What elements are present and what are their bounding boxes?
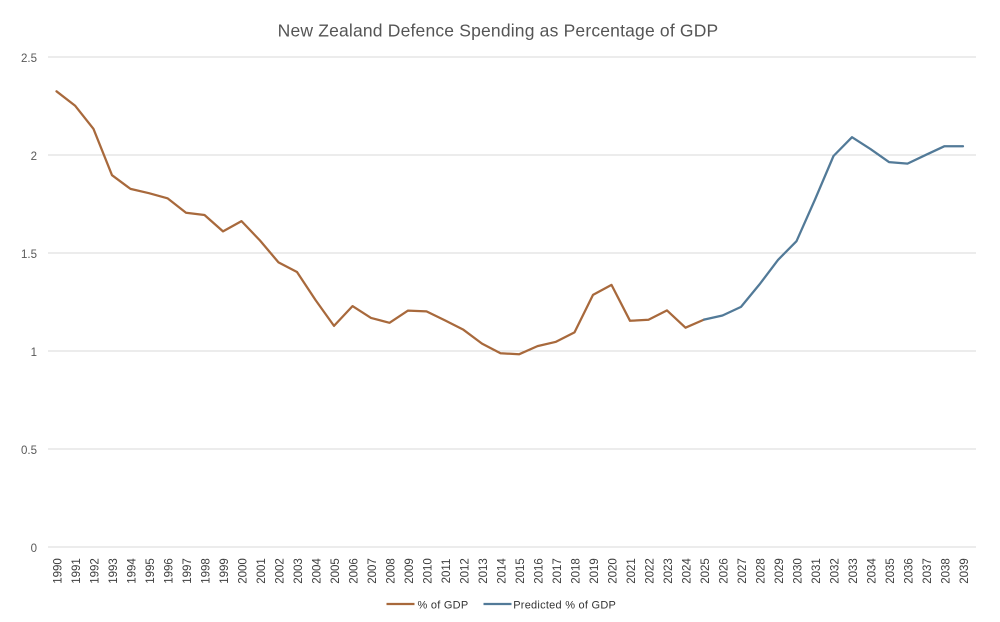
svg-text:2027: 2027 — [737, 558, 749, 584]
svg-text:1: 1 — [31, 347, 37, 359]
svg-text:2000: 2000 — [238, 558, 250, 584]
svg-text:2009: 2009 — [404, 558, 416, 584]
svg-text:2025: 2025 — [700, 558, 712, 584]
svg-text:2002: 2002 — [275, 558, 287, 584]
svg-text:2010: 2010 — [423, 558, 435, 584]
svg-text:2031: 2031 — [811, 558, 823, 584]
svg-text:1998: 1998 — [201, 558, 213, 584]
svg-text:1992: 1992 — [90, 558, 102, 584]
svg-text:2035: 2035 — [885, 558, 897, 584]
svg-text:2006: 2006 — [349, 558, 361, 584]
svg-text:2012: 2012 — [460, 558, 472, 584]
svg-text:2003: 2003 — [293, 558, 305, 584]
svg-text:2034: 2034 — [867, 558, 879, 584]
svg-text:2011: 2011 — [441, 559, 453, 584]
svg-text:2038: 2038 — [941, 558, 953, 584]
svg-text:1996: 1996 — [164, 558, 176, 584]
svg-text:2001: 2001 — [256, 558, 268, 584]
svg-text:1995: 1995 — [145, 558, 157, 584]
svg-text:0: 0 — [31, 543, 37, 555]
svg-text:2007: 2007 — [367, 558, 379, 584]
svg-text:2008: 2008 — [386, 558, 398, 584]
svg-text:% of GDP: % of GDP — [418, 599, 469, 611]
svg-text:1999: 1999 — [219, 558, 231, 584]
svg-text:2014: 2014 — [497, 558, 509, 584]
svg-text:2028: 2028 — [756, 558, 768, 584]
svg-text:2026: 2026 — [719, 558, 731, 584]
svg-text:2: 2 — [31, 151, 37, 163]
svg-text:2016: 2016 — [534, 558, 546, 584]
svg-text:1993: 1993 — [108, 558, 120, 584]
svg-text:2.5: 2.5 — [21, 53, 37, 65]
svg-text:2023: 2023 — [663, 558, 675, 584]
svg-text:2005: 2005 — [330, 558, 342, 584]
svg-text:0.5: 0.5 — [21, 445, 37, 457]
svg-text:2039: 2039 — [959, 558, 971, 584]
svg-text:2004: 2004 — [312, 558, 324, 584]
svg-text:2013: 2013 — [478, 558, 490, 584]
svg-text:2022: 2022 — [645, 558, 657, 584]
svg-text:2015: 2015 — [515, 558, 527, 584]
svg-text:2032: 2032 — [830, 558, 842, 584]
svg-text:2029: 2029 — [774, 558, 786, 584]
svg-text:Predicted % of GDP: Predicted % of GDP — [513, 599, 616, 611]
svg-text:2033: 2033 — [848, 558, 860, 584]
svg-text:1994: 1994 — [127, 558, 139, 584]
svg-text:1990: 1990 — [53, 558, 65, 584]
svg-text:2018: 2018 — [571, 558, 583, 584]
svg-text:1991: 1991 — [71, 558, 83, 584]
svg-text:2036: 2036 — [904, 558, 916, 584]
svg-text:2024: 2024 — [682, 558, 694, 584]
svg-text:1997: 1997 — [182, 558, 194, 584]
svg-text:New Zealand Defence Spending a: New Zealand Defence Spending as Percenta… — [278, 21, 719, 41]
svg-text:2037: 2037 — [922, 558, 934, 584]
svg-text:2030: 2030 — [793, 558, 805, 584]
svg-text:1.5: 1.5 — [21, 249, 37, 261]
svg-text:2021: 2021 — [626, 558, 638, 584]
svg-text:2020: 2020 — [608, 558, 620, 584]
svg-text:2019: 2019 — [589, 558, 601, 584]
svg-text:2017: 2017 — [552, 558, 564, 584]
